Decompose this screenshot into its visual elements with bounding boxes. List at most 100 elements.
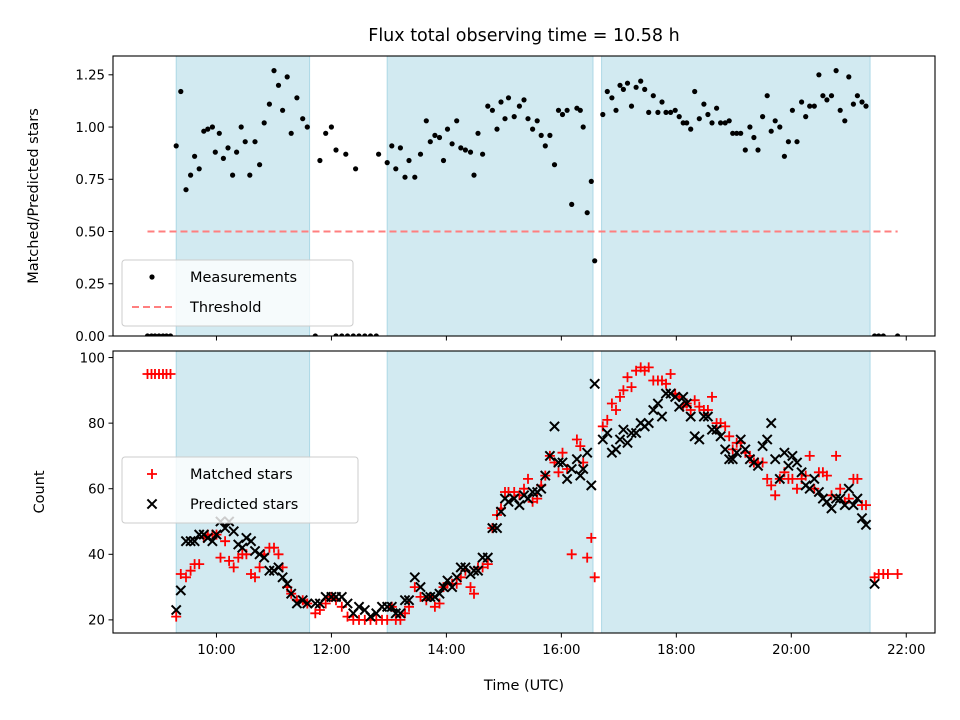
bottom-matched-stars-point bbox=[269, 542, 279, 553]
top-measurements-point bbox=[280, 107, 286, 113]
bottom-predicted-stars-point bbox=[482, 552, 494, 563]
top-measurements-point bbox=[284, 74, 290, 80]
top-measurements-point bbox=[777, 124, 783, 130]
top-measurements-point bbox=[684, 120, 690, 126]
bottom-matched-stars-point bbox=[194, 559, 205, 570]
bottom-predicted-stars-point bbox=[769, 453, 781, 465]
bottom-matched-stars-point bbox=[724, 431, 735, 442]
bottom-predicted-stars-point bbox=[622, 437, 633, 449]
top-measurements-point bbox=[850, 101, 857, 107]
top-measurements-point bbox=[604, 88, 610, 95]
top-measurements-point bbox=[534, 118, 540, 124]
bottom-y-tick-label: 100 bbox=[80, 351, 105, 366]
top-measurements-point bbox=[609, 95, 615, 101]
bottom-predicted-stars-point bbox=[365, 611, 376, 622]
top-measurements-point bbox=[238, 124, 244, 130]
top-measurements-point bbox=[663, 109, 669, 115]
top-measurements-point bbox=[600, 111, 606, 118]
top-legend-measurements-label: Measurements bbox=[190, 270, 297, 286]
bottom-predicted-stars-point bbox=[626, 427, 637, 439]
bottom-predicted-stars-point bbox=[561, 473, 573, 485]
bottom-predicted-stars-point bbox=[207, 535, 218, 547]
bottom-matched-stars-point bbox=[626, 382, 637, 393]
bottom-matched-stars-point bbox=[622, 372, 633, 383]
bottom-predicted-stars-point bbox=[630, 427, 642, 439]
bottom-predicted-stars-point bbox=[399, 594, 411, 606]
bottom-axes-frame bbox=[112, 350, 936, 634]
top-measurements-point bbox=[785, 139, 792, 145]
bottom-predicted-stars-point bbox=[420, 591, 432, 603]
top-measurements-point bbox=[489, 107, 495, 113]
top-measurements-point bbox=[440, 157, 447, 164]
top-measurements-point bbox=[304, 124, 310, 130]
top-measurements-point bbox=[846, 74, 852, 80]
bottom-predicted-stars-point bbox=[719, 444, 731, 455]
top-measurements-point bbox=[323, 130, 329, 136]
bottom-predicted-stars-point bbox=[557, 457, 568, 468]
bottom-predicted-stars-point bbox=[783, 460, 794, 472]
bottom-predicted-stars-point bbox=[409, 571, 421, 583]
top-measurements-point bbox=[789, 107, 796, 113]
top-measurements-point bbox=[577, 107, 583, 113]
top-measurements-point bbox=[555, 107, 562, 113]
bottom-predicted-stars-point bbox=[581, 447, 593, 459]
bottom-matched-stars-point bbox=[720, 421, 731, 432]
bottom-predicted-stars-point bbox=[539, 470, 551, 481]
bottom-predicted-stars-point bbox=[652, 398, 664, 409]
bottom-matched-stars-point bbox=[566, 549, 577, 560]
top-measurements-point bbox=[247, 172, 253, 178]
top-axes-frame bbox=[112, 55, 936, 337]
bottom-matched-stars-point bbox=[171, 611, 182, 622]
top-measurements-point bbox=[475, 130, 481, 136]
top-measurements-point bbox=[617, 82, 623, 88]
bottom-predicted-stars-point bbox=[170, 604, 182, 616]
top-y-tick-label: 0.50 bbox=[75, 225, 105, 240]
bottom-predicted-stars-point bbox=[193, 529, 205, 540]
bottom-predicted-stars-point bbox=[285, 588, 297, 600]
bottom-y-tick-label: 40 bbox=[88, 548, 105, 563]
top-measurements-point bbox=[163, 333, 170, 336]
bottom-predicted-stars-point bbox=[472, 565, 484, 577]
top-measurements-point bbox=[820, 93, 826, 99]
bottom-matched-stars-point bbox=[557, 447, 568, 458]
top-measurements-point bbox=[592, 258, 598, 264]
top-measurements-point bbox=[650, 93, 656, 99]
top-measurements-point bbox=[156, 333, 162, 336]
bottom-matched-stars-point bbox=[618, 385, 629, 396]
bottom-predicted-stars-point bbox=[597, 434, 609, 445]
bottom-x-tick-label: 18:00 bbox=[657, 643, 695, 658]
bottom-predicted-stars-point bbox=[415, 581, 426, 593]
bottom-predicted-stars-point bbox=[585, 480, 597, 491]
top-measurements-point bbox=[718, 120, 724, 126]
bottom-predicted-stars-point bbox=[808, 473, 820, 485]
top-measurements-point bbox=[816, 72, 822, 78]
top-measurements-point bbox=[333, 147, 339, 153]
bottom-predicted-stars-point bbox=[856, 512, 868, 524]
bottom-matched-stars-point bbox=[770, 490, 781, 501]
top-measurements-point bbox=[444, 126, 451, 132]
top-measurements-point bbox=[768, 128, 774, 134]
bottom-predicted-stars-point bbox=[677, 391, 689, 403]
bottom-predicted-stars-point bbox=[309, 598, 321, 609]
bottom-matched-stars-point bbox=[273, 549, 284, 560]
bottom-panel: 10:00 12:00 14:00 16:00 18:00 20:00 22:00 20 40 6… bbox=[32, 350, 936, 694]
bottom-x-axis-label: Time (UTC) bbox=[483, 678, 564, 694]
bottom-legend-matched-stars-handle bbox=[147, 469, 157, 479]
top-measurements-point bbox=[252, 139, 258, 145]
top-panel: 0.00 0.25 0.50 0.75 1.00 1.25 Matched/Predicte… bbox=[26, 55, 936, 345]
bottom-y-tick-label: 80 bbox=[88, 417, 105, 432]
top-measurements-point bbox=[511, 114, 517, 120]
bottom-predicted-stars-point bbox=[277, 571, 288, 583]
top-measurements-point bbox=[755, 147, 761, 153]
bottom-predicted-stars-point bbox=[455, 562, 467, 573]
bottom-matched-stars-point bbox=[509, 487, 520, 497]
bottom-predicted-stars-point bbox=[715, 430, 726, 442]
top-measurements-point bbox=[397, 145, 403, 151]
top-measurements-point bbox=[633, 84, 639, 90]
top-measurements-point bbox=[271, 68, 277, 74]
bottom-matched-stars-point bbox=[804, 450, 815, 461]
top-measurements-point bbox=[638, 78, 644, 84]
bottom-predicted-stars-point bbox=[236, 542, 248, 554]
bottom-matched-stars-point bbox=[519, 483, 529, 494]
bottom-predicted-stars-point bbox=[685, 411, 697, 422]
